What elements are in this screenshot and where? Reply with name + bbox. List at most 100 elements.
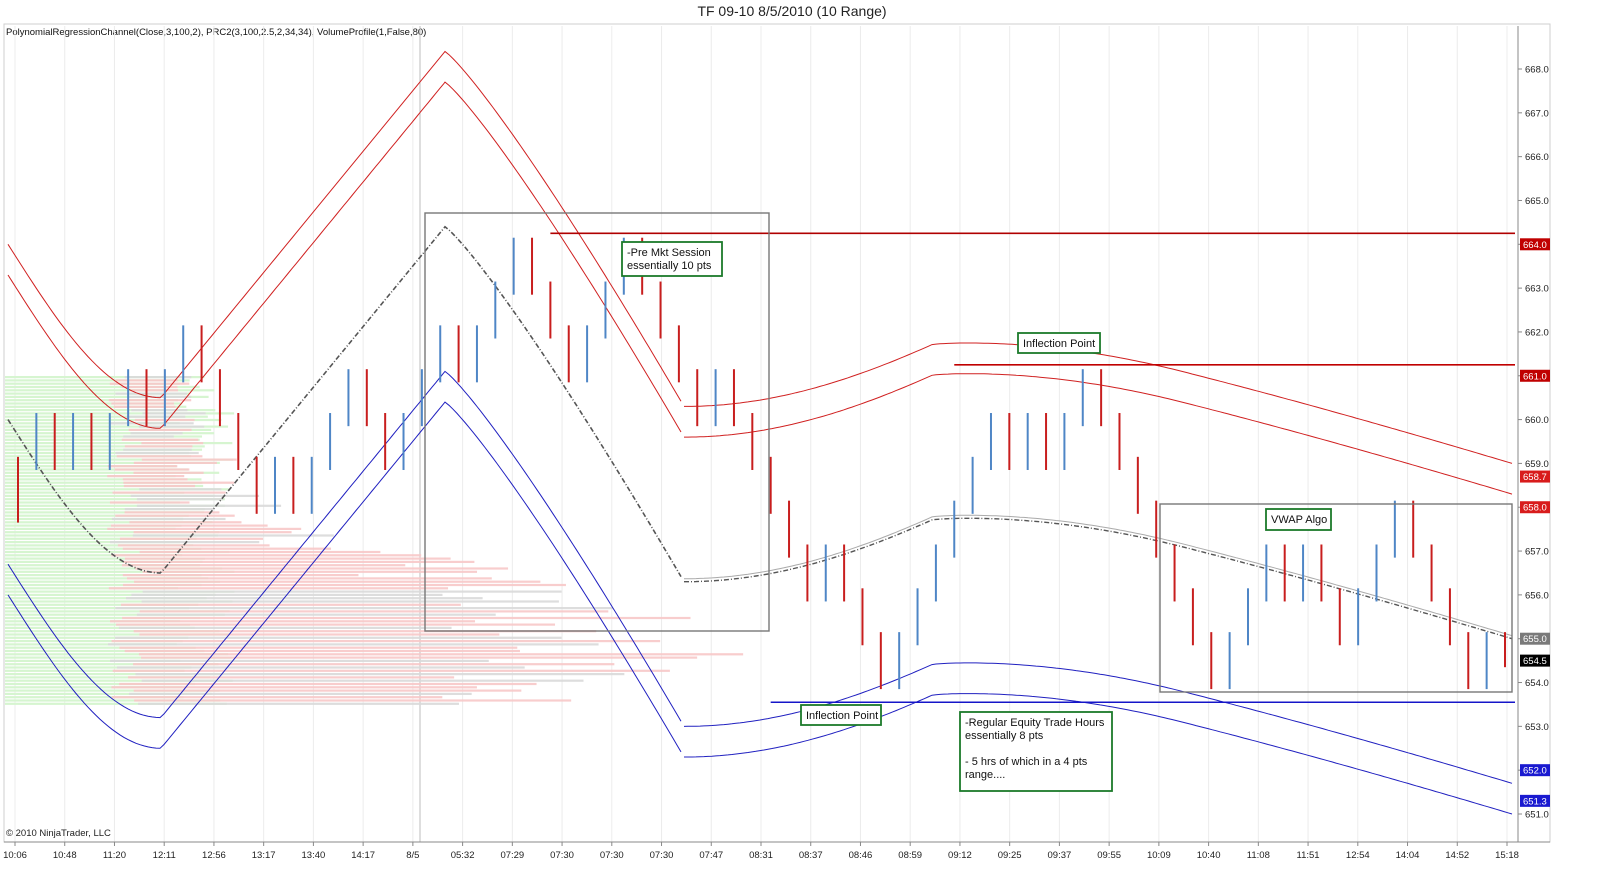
profile-row-volume bbox=[123, 484, 196, 488]
profile-row-volume bbox=[128, 676, 455, 679]
profile-row-value-area bbox=[5, 663, 219, 666]
price-marker-box bbox=[1520, 632, 1550, 645]
regular-hours-note-line: - 5 hrs of which in a 4 pts bbox=[965, 756, 1088, 768]
profile-row-value-area bbox=[5, 649, 205, 653]
profile-row-value-area bbox=[5, 623, 191, 626]
y-tick-label: 662.0 bbox=[1525, 327, 1549, 338]
x-tick-label: 15:18 bbox=[1495, 850, 1519, 861]
y-tick-label: 659.0 bbox=[1525, 459, 1549, 470]
profile-row-volume bbox=[142, 590, 562, 593]
profile-row-value-area bbox=[5, 445, 205, 448]
x-tick-label: 09:55 bbox=[1097, 850, 1121, 861]
x-tick-label: 07:47 bbox=[699, 850, 723, 861]
profile-row-value-area bbox=[5, 399, 179, 402]
profile-row-value-area bbox=[5, 643, 177, 646]
profile-row-volume bbox=[142, 412, 206, 415]
vwap-range-box bbox=[1159, 503, 1513, 693]
profile-row-volume bbox=[123, 481, 235, 484]
x-tick-label: 10:09 bbox=[1147, 850, 1171, 861]
profile-row-volume bbox=[139, 550, 381, 554]
profile-row-value-area bbox=[5, 409, 216, 412]
price-marker-box bbox=[1520, 501, 1550, 514]
profile-row-value-area bbox=[5, 494, 215, 497]
profile-row-volume bbox=[111, 517, 226, 521]
y-tick-label: 666.0 bbox=[1525, 152, 1549, 163]
profile-row-volume bbox=[125, 597, 483, 600]
profile-row-volume bbox=[121, 603, 461, 606]
x-tick-label: 11:20 bbox=[103, 850, 126, 861]
vwap-line bbox=[684, 514, 1513, 637]
profile-row-volume bbox=[117, 544, 270, 547]
profile-row-value-area bbox=[5, 550, 230, 554]
profile-row-value-area bbox=[5, 630, 220, 633]
profile-row-value-area bbox=[5, 653, 229, 656]
profile-row-volume bbox=[133, 461, 217, 464]
profile-row-value-area bbox=[5, 699, 221, 702]
profile-row-volume bbox=[136, 613, 496, 616]
profile-row-volume bbox=[114, 468, 190, 471]
regression-mid-line-premarket bbox=[7, 225, 682, 578]
x-tick-label: 08:59 bbox=[898, 850, 922, 861]
profile-row-value-area bbox=[5, 455, 192, 458]
profile-row-value-area bbox=[5, 640, 183, 643]
price-marker: 654.5 bbox=[1520, 654, 1550, 667]
profile-row-value-area bbox=[5, 508, 205, 511]
price-marker: 664.0 bbox=[1520, 238, 1550, 251]
inflection-point-label-top-frame bbox=[1017, 332, 1101, 354]
volume-profile bbox=[5, 376, 744, 705]
regular-hours-note-line: essentially 8 pts bbox=[965, 730, 1044, 742]
profile-row-value-area bbox=[5, 438, 200, 441]
profile-row-value-area bbox=[5, 484, 204, 488]
price-marker: 651.3 bbox=[1520, 794, 1550, 807]
profile-row-value-area bbox=[5, 541, 180, 544]
y-tick-label: 656.0 bbox=[1525, 590, 1549, 601]
profile-row-volume bbox=[139, 610, 609, 613]
profile-row-value-area bbox=[5, 547, 202, 550]
profile-row-volume bbox=[133, 689, 522, 692]
profile-row-value-area bbox=[5, 425, 229, 428]
profile-row-value-area bbox=[5, 478, 202, 481]
profile-row-value-area bbox=[5, 603, 199, 606]
x-tick-label: 08:37 bbox=[799, 850, 823, 861]
x-tick-label: 09:12 bbox=[948, 850, 972, 861]
profile-row-volume bbox=[112, 491, 226, 494]
inflection-point-label-top: Inflection Point bbox=[1017, 332, 1101, 354]
x-tick-label: 12:11 bbox=[153, 850, 176, 861]
profile-row-value-area bbox=[5, 564, 200, 567]
profile-row-value-area bbox=[5, 491, 185, 494]
price-marker-label: 652.0 bbox=[1523, 766, 1547, 777]
profile-row-value-area bbox=[5, 527, 176, 530]
profile-row-value-area bbox=[5, 531, 220, 534]
profile-row-volume bbox=[108, 587, 449, 590]
profile-row-volume bbox=[132, 534, 334, 537]
profile-row-value-area bbox=[5, 696, 184, 699]
price-marker-label: 655.0 bbox=[1523, 634, 1547, 645]
x-tick-label: 09:25 bbox=[998, 850, 1022, 861]
profile-row-volume bbox=[138, 425, 205, 428]
profile-row-volume bbox=[124, 649, 520, 653]
profile-row-volume bbox=[133, 663, 615, 666]
y-tick-label: 654.0 bbox=[1525, 678, 1549, 689]
price-marker-box bbox=[1520, 794, 1550, 807]
profile-row-volume bbox=[112, 696, 443, 699]
y-axis: 651.0 652.0 653.0 654.0 655.0 656.0 657.0 658.0… bbox=[1517, 26, 1550, 842]
profile-row-volume bbox=[123, 448, 192, 451]
profile-row-value-area bbox=[5, 676, 211, 679]
profile-row-volume bbox=[139, 633, 500, 636]
y-tick-label: 668.0 bbox=[1525, 65, 1549, 76]
profile-row-value-area bbox=[5, 389, 215, 392]
copyright-text: © 2010 NinjaTrader, LLC bbox=[6, 828, 111, 839]
x-tick-label: 12:56 bbox=[202, 850, 226, 861]
profile-row-volume bbox=[109, 382, 190, 385]
profile-row-volume bbox=[109, 541, 260, 544]
profile-row-value-area bbox=[5, 392, 190, 395]
x-tick-label: 14:52 bbox=[1445, 850, 1469, 861]
profile-row-volume bbox=[110, 620, 476, 623]
profile-row-value-area bbox=[5, 475, 176, 478]
profile-row-value-area bbox=[5, 517, 184, 521]
profile-row-volume bbox=[111, 640, 661, 643]
price-marker: 658.7 bbox=[1520, 470, 1550, 483]
profile-row-volume bbox=[135, 567, 509, 570]
profile-row-volume bbox=[122, 616, 691, 620]
profile-row-volume bbox=[121, 564, 406, 567]
